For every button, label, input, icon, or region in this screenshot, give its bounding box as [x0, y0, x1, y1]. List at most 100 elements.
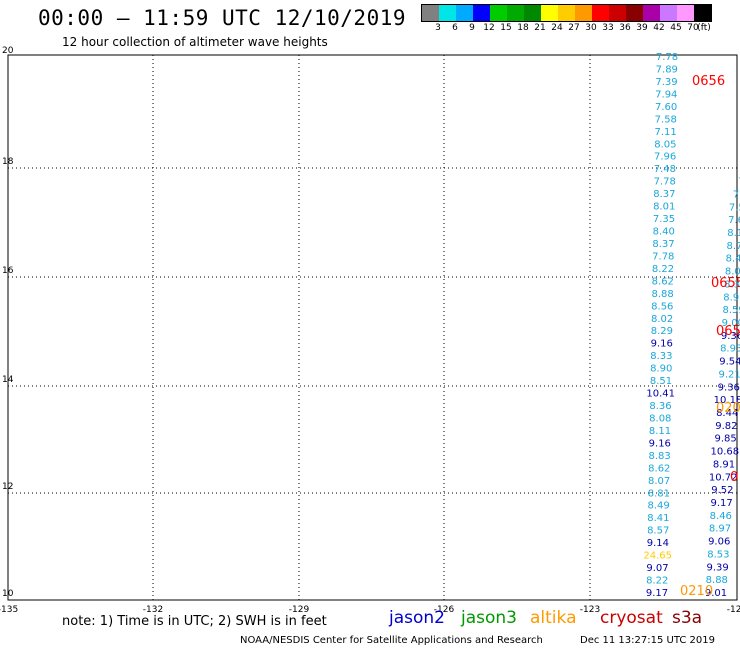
scale-label: 70 [687, 23, 699, 33]
scale-label: 33 [602, 23, 614, 33]
lon-tick-label: -129 [289, 605, 310, 615]
swh-value: 8.57 [647, 526, 669, 537]
swh-value: 8.11 [649, 426, 671, 437]
lat-tick-label: 14 [2, 375, 14, 385]
swh-value: 8.62 [648, 463, 670, 474]
swh-value: 9.85 [714, 434, 736, 445]
swh-value: 8.46 [710, 511, 732, 522]
scale-swatch [626, 5, 643, 21]
swh-value: 9.00 [722, 318, 740, 329]
scale-swatch [643, 5, 660, 21]
swh-value: 8.22 [646, 576, 668, 587]
swh-value: 10.41 [646, 389, 675, 400]
scale-label: 39 [636, 23, 648, 33]
scale-label: 9 [469, 23, 475, 33]
lon-tick-label: -123 [580, 605, 600, 615]
pass-time-tag: 065 [716, 324, 740, 339]
swh-value: 9.16 [651, 339, 673, 350]
lon-tick-label: -135 [0, 605, 18, 615]
swh-value: 7.89 [656, 65, 678, 76]
swh-value: 8.01 [653, 202, 675, 213]
swh-value: 8.37 [653, 189, 675, 200]
swh-value: 9.36 [718, 382, 740, 393]
swh-value: 8.08 [649, 414, 671, 425]
scale-label: 24 [551, 23, 563, 33]
swh-value: 8.22 [652, 264, 674, 275]
swh-value: 8.93 [720, 344, 740, 355]
swh-value: 9.16 [649, 438, 671, 449]
swh-value: 9.82 [715, 421, 737, 432]
swh-value: 8.56 [651, 301, 673, 312]
wave-height-color-scale [421, 4, 712, 22]
scale-label: 30 [585, 23, 597, 33]
swh-value: 7.60 [655, 102, 677, 113]
swh-value: 9.52 [711, 485, 733, 496]
swh-value: 9.21 [718, 369, 740, 380]
legend-entry-jason3: jason3 [461, 608, 517, 628]
scale-label: 3 [435, 23, 441, 33]
swh-value: 8.81 [648, 488, 670, 499]
swh-value: 9.39 [706, 562, 728, 573]
swh-value: 10.68 [710, 447, 739, 458]
swh-value: 7.78 [654, 177, 676, 188]
swh-value: 9.36 [721, 331, 740, 342]
swh-value: 7.58 [655, 114, 677, 125]
scale-label: (ft) [697, 23, 711, 33]
swh-value: 7.94 [655, 89, 677, 100]
swh-value: 7.78 [656, 52, 678, 63]
legend-entry-s3a: s3a [672, 608, 703, 628]
swh-value: 8.37 [652, 239, 674, 250]
swh-value: 8.88 [651, 289, 673, 300]
map-title: 00:00 – 11:59 UTC 12/10/2019 [38, 6, 407, 30]
swh-value: 8.93 [723, 292, 740, 303]
scale-label: 15 [500, 23, 512, 33]
scale-swatch [660, 5, 677, 21]
swh-value: 8.62 [652, 276, 674, 287]
legend-entry-cryosat: cryosat [600, 608, 663, 628]
swh-value: 8.08 [725, 267, 740, 278]
lon-tick-label: -120 [727, 605, 740, 615]
scale-label: 36 [619, 23, 631, 33]
swh-value: 9.07 [646, 563, 668, 574]
swh-value: 8.40 [653, 227, 675, 238]
swh-value: 7.0 [733, 189, 740, 200]
swh-value: 7.48 [654, 164, 676, 175]
swh-value: 9.01 [705, 588, 727, 599]
swh-value: 10.18 [714, 395, 740, 406]
scale-label: 42 [653, 23, 665, 33]
swh-value: 8.16 [727, 228, 740, 239]
scale-swatch [592, 5, 609, 21]
lat-tick-label: 18 [2, 157, 14, 167]
scale-swatch [439, 5, 456, 21]
swh-value: 8.90 [650, 364, 672, 375]
pass-time-tag: 0656 [692, 74, 725, 89]
footnote: note: 1) Time is in UTC; 2) SWH is in fe… [62, 614, 327, 629]
pass-time-tag: 020 [716, 401, 740, 416]
swh-value: 10.72 [709, 472, 738, 483]
swh-value: 8.49 [647, 501, 669, 512]
scale-label: 6 [452, 23, 458, 33]
scale-swatch [677, 5, 694, 21]
swh-value: 8.44 [716, 408, 738, 419]
swh-value: 8.59 [722, 305, 740, 316]
scale-swatch [422, 5, 439, 21]
legend-entry-jason2: jason2 [389, 608, 445, 628]
pass-time-tag: 0210 [680, 584, 713, 599]
swh-value: 24.65 [643, 551, 672, 562]
swh-value: 8.39 [724, 279, 740, 290]
swh-value: 7 [738, 177, 740, 188]
generated-timestamp: Dec 11 13:27:15 UTC 2019 [580, 635, 715, 646]
swh-value: 9.54 [719, 357, 740, 368]
swh-value: 8.88 [706, 575, 728, 586]
swh-value: 9.06 [708, 537, 730, 548]
credit-line: NOAA/NESDIS Center for Satellite Applica… [240, 635, 543, 646]
scale-swatch [507, 5, 524, 21]
map-subtitle: 12 hour collection of altimeter wave hei… [62, 35, 328, 49]
swh-value: 8.83 [648, 451, 670, 462]
scale-swatch [456, 5, 473, 21]
swh-value: 9.17 [710, 498, 732, 509]
legend-entry-altika: altika [530, 608, 577, 628]
swh-value: 8.05 [654, 139, 676, 150]
swh-value: 7.96 [654, 152, 676, 163]
